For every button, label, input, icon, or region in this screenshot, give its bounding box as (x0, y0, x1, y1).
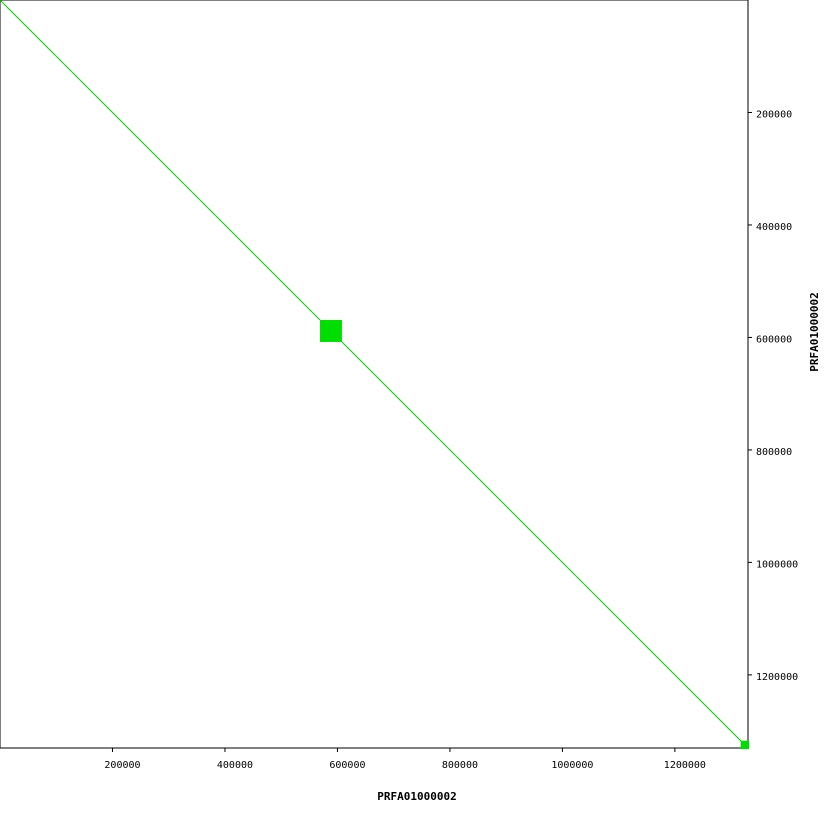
alignment-block (320, 320, 342, 342)
y-tick-label: 600000 (756, 334, 792, 345)
y-tick-label: 800000 (756, 447, 792, 458)
alignment-line (0, 0, 749, 749)
x-tick-label: 800000 (442, 760, 478, 771)
x-tick-label: 1000000 (551, 760, 593, 771)
alignment-block (740, 740, 750, 750)
x-axis-title: PRFA01000002 (377, 790, 456, 803)
y-tick-label: 400000 (756, 222, 792, 233)
y-tick-label: 1000000 (756, 559, 798, 570)
y-tick-label: 1200000 (756, 672, 798, 683)
x-tick-label: 1200000 (664, 760, 706, 771)
x-tick-label: 600000 (329, 760, 365, 771)
y-tick-label: 200000 (756, 109, 792, 120)
y-axis-title: PRFA01000002 (808, 292, 821, 371)
x-tick-label: 200000 (104, 760, 140, 771)
x-tick-label: 400000 (217, 760, 253, 771)
